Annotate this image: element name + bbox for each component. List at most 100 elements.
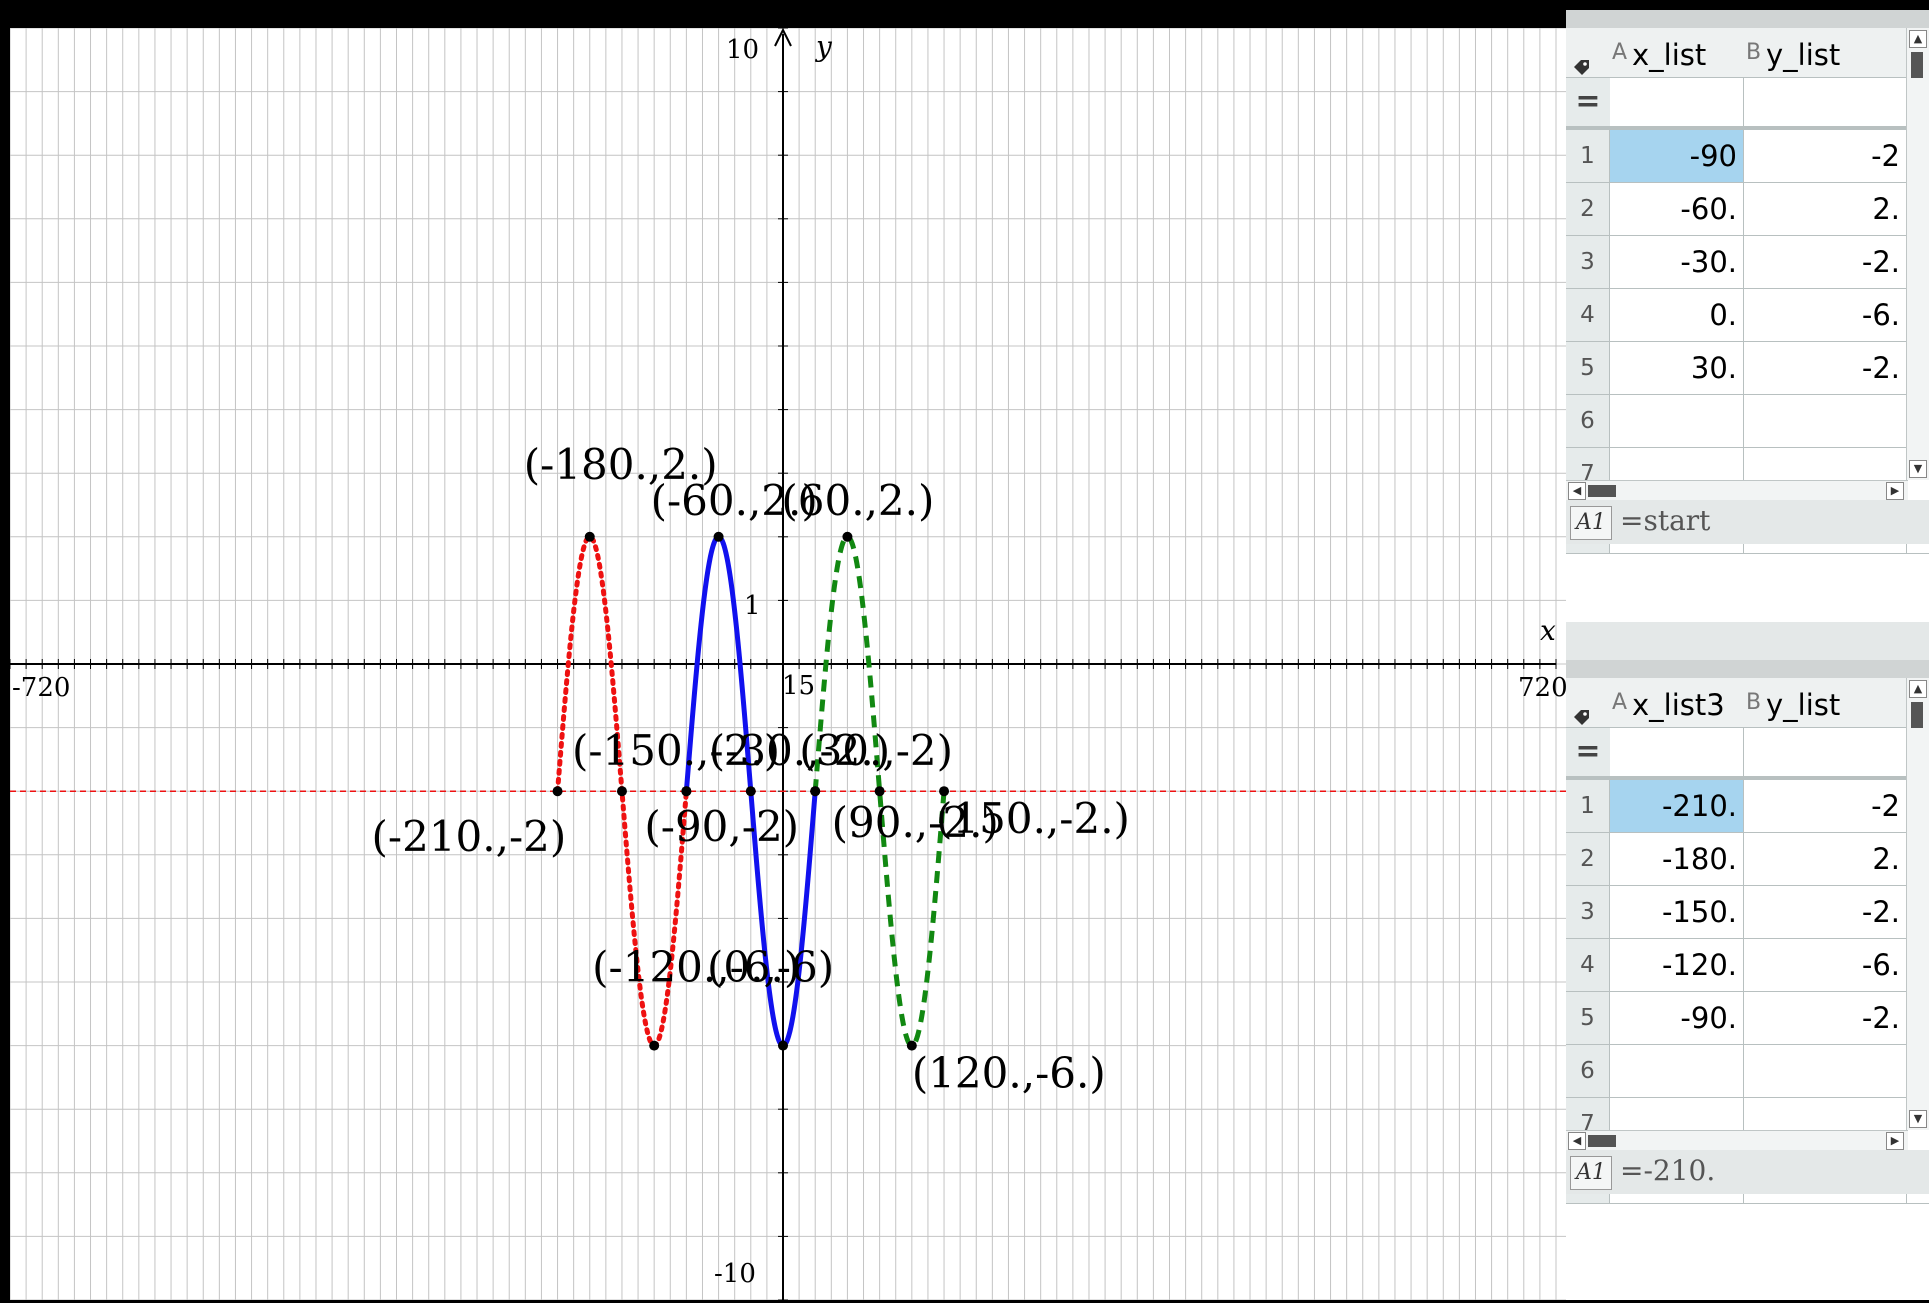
data-point[interactable] <box>745 786 756 797</box>
scroll-left-icon[interactable]: ◀ <box>1568 482 1586 500</box>
point-label: (-180.,2.) <box>524 440 718 489</box>
scroll-up-icon[interactable]: ▲ <box>1909 680 1927 698</box>
data-point[interactable] <box>616 786 627 797</box>
cell-a[interactable]: -60. <box>1610 183 1744 235</box>
cell-b[interactable]: -2. <box>1744 886 1907 938</box>
column-a-formula-cell[interactable] <box>1610 728 1744 776</box>
spreadsheet-2[interactable]: A x_list3 B y_list = 1 -210. -2 2 -180. 2. 3 -1… <box>1566 660 1929 1300</box>
row-number[interactable]: 3 <box>1566 236 1610 288</box>
cell-b[interactable]: -2. <box>1744 992 1907 1044</box>
cell-a[interactable]: -90. <box>1610 992 1744 1044</box>
scroll-left-icon[interactable]: ◀ <box>1568 1132 1586 1150</box>
scroll-thumb[interactable] <box>1911 52 1923 78</box>
scroll-thumb[interactable] <box>1588 1135 1616 1147</box>
cell-a[interactable] <box>1610 395 1744 447</box>
axes <box>10 28 1557 1300</box>
cell-formula[interactable]: =-210. <box>1620 1154 1716 1187</box>
horizontal-scrollbar[interactable]: ◀ ▶ <box>1566 480 1908 501</box>
cell-b[interactable]: -6. <box>1744 289 1907 341</box>
point-label: (120.,-6.) <box>912 1049 1106 1098</box>
scroll-up-icon[interactable]: ▲ <box>1909 30 1927 48</box>
data-point[interactable] <box>810 786 821 797</box>
cell-a[interactable] <box>1610 1098 1744 1150</box>
data-point[interactable] <box>713 531 724 542</box>
cell-b[interactable]: -2 <box>1744 780 1907 832</box>
vertical-scrollbar[interactable]: ▲ ▼ <box>1906 678 1929 1130</box>
row-number[interactable]: 6 <box>1566 1045 1610 1097</box>
column-b-formula-cell[interactable] <box>1744 728 1907 776</box>
cell-a[interactable]: -120. <box>1610 939 1744 991</box>
scroll-right-icon[interactable]: ▶ <box>1886 1132 1904 1150</box>
row-number[interactable]: 4 <box>1566 289 1610 341</box>
column-a-formula-cell[interactable] <box>1610 78 1744 126</box>
row-number[interactable]: 5 <box>1566 342 1610 394</box>
cell-formula-bar[interactable]: A1 =-210. <box>1566 1150 1929 1194</box>
equals-sign: = <box>1566 728 1610 776</box>
cell-a[interactable]: -150. <box>1610 886 1744 938</box>
scroll-right-icon[interactable]: ▶ <box>1886 482 1904 500</box>
row-number[interactable]: 1 <box>1566 130 1610 182</box>
row-number[interactable]: 2 <box>1566 833 1610 885</box>
cell-b[interactable]: -2 <box>1744 130 1907 182</box>
scroll-thumb[interactable] <box>1911 702 1923 728</box>
spreadsheet-1[interactable]: A x_list B y_list = 1 -90 -2 2 -60. 2. 3 -30. -2… <box>1566 10 1929 622</box>
data-point[interactable] <box>778 1040 788 1051</box>
scroll-down-icon[interactable]: ▼ <box>1909 460 1927 478</box>
column-b-formula-cell[interactable] <box>1744 78 1907 126</box>
points[interactable] <box>552 531 950 1051</box>
vertical-scrollbar[interactable]: ▲ ▼ <box>1906 28 1929 480</box>
point-label: (60.,2.) <box>781 476 934 525</box>
cell-b[interactable]: -2. <box>1744 342 1907 394</box>
cell-b[interactable] <box>1744 1045 1907 1097</box>
column-b-letter: B <box>1746 690 1762 715</box>
data-point[interactable] <box>874 786 885 797</box>
column-b-header[interactable]: B y_list <box>1744 28 1907 78</box>
cell-formula[interactable]: =start <box>1620 504 1711 537</box>
cell-a[interactable]: -180. <box>1610 833 1744 885</box>
cell-b[interactable]: 2. <box>1744 833 1907 885</box>
cell-a[interactable] <box>1610 1045 1744 1097</box>
data-point[interactable] <box>649 1040 660 1051</box>
cell-a[interactable]: -210. <box>1610 780 1744 832</box>
cell-b[interactable]: -6. <box>1744 939 1907 991</box>
cell-a[interactable]: 30. <box>1610 342 1744 394</box>
horizontal-scrollbar[interactable]: ◀ ▶ <box>1566 1130 1908 1151</box>
column-b-header[interactable]: B y_list <box>1744 678 1907 728</box>
row-number[interactable]: 2 <box>1566 183 1610 235</box>
column-b-letter: B <box>1746 40 1762 65</box>
row-number[interactable]: 3 <box>1566 886 1610 938</box>
cell-b[interactable]: -2. <box>1744 236 1907 288</box>
scroll-down-icon[interactable]: ▼ <box>1909 1110 1927 1128</box>
cell-a[interactable] <box>1610 448 1744 500</box>
graph-view[interactable]: (-180.,2.) (-60.,2.) (60.,2.) (-150.,-2.) (-… <box>10 28 1566 1300</box>
table-row: 6 <box>1566 1045 1929 1098</box>
data-point[interactable] <box>842 531 853 542</box>
y-axis-label: y <box>814 30 833 63</box>
cell-formula-bar[interactable]: A1 =start <box>1566 500 1929 544</box>
scroll-thumb[interactable] <box>1588 485 1616 497</box>
table-row: 2 -180. 2. <box>1566 833 1929 886</box>
table-row: 3 -150. -2. <box>1566 886 1929 939</box>
spreadsheet-pane: A x_list B y_list = 1 -90 -2 2 -60. 2. 3 -30. -2… <box>1566 10 1929 1300</box>
table-row: 3 -30. -2. <box>1566 236 1929 289</box>
series-dashed-curve[interactable] <box>812 534 947 1049</box>
row-number[interactable]: 6 <box>1566 395 1610 447</box>
row-number[interactable]: 5 <box>1566 992 1610 1044</box>
graph-canvas[interactable]: (-180.,2.)(-60.,2.)(60.,2.)(-150.,-2.)(-… <box>10 28 1566 1300</box>
row-number[interactable]: 1 <box>1566 780 1610 832</box>
y-min-label: -10 <box>714 1259 756 1289</box>
data-point[interactable] <box>584 531 595 542</box>
data-point[interactable] <box>681 786 692 797</box>
cell-a[interactable]: -30. <box>1610 236 1744 288</box>
cell-b[interactable] <box>1744 395 1907 447</box>
column-a-header[interactable]: A x_list3 <box>1610 678 1744 728</box>
cell-a[interactable]: 0. <box>1610 289 1744 341</box>
data-point[interactable] <box>939 786 950 797</box>
y-tick-label: 1 <box>744 591 761 621</box>
row-number[interactable]: 4 <box>1566 939 1610 991</box>
data-point[interactable] <box>906 1040 917 1051</box>
column-a-header[interactable]: A x_list <box>1610 28 1744 78</box>
cell-b[interactable]: 2. <box>1744 183 1907 235</box>
data-point[interactable] <box>552 786 563 797</box>
cell-a[interactable]: -90 <box>1610 130 1744 182</box>
